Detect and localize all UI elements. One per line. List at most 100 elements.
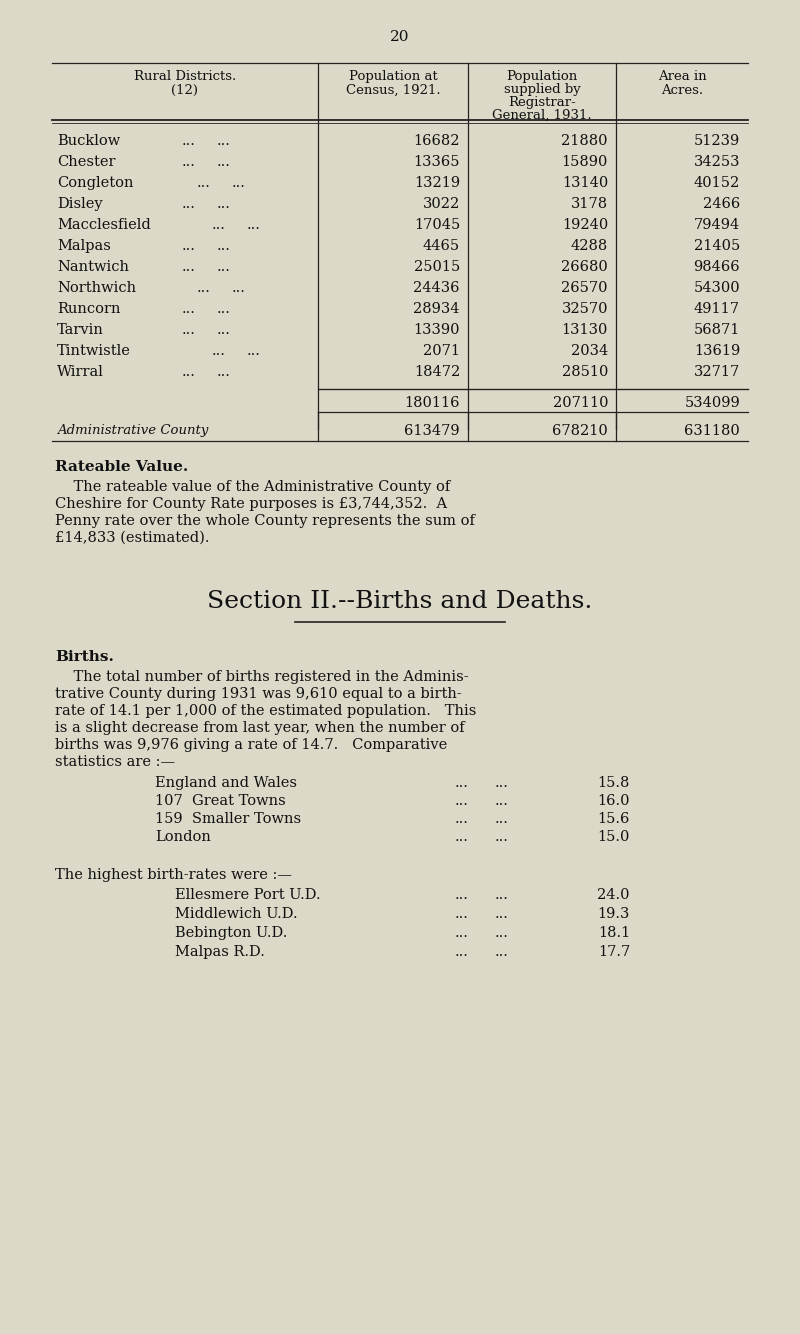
Text: Population at: Population at bbox=[349, 69, 438, 83]
Text: 28934: 28934 bbox=[414, 301, 460, 316]
Text: ...: ... bbox=[182, 133, 196, 148]
Text: 631180: 631180 bbox=[684, 424, 740, 438]
Text: Registrar-: Registrar- bbox=[508, 96, 576, 109]
Text: Births.: Births. bbox=[55, 650, 114, 664]
Text: 13130: 13130 bbox=[562, 323, 608, 338]
Text: ...: ... bbox=[455, 830, 469, 844]
Text: statistics are :—: statistics are :— bbox=[55, 755, 175, 768]
Text: The highest birth-rates were :—: The highest birth-rates were :— bbox=[55, 868, 292, 882]
Text: 2466: 2466 bbox=[702, 197, 740, 211]
Text: Penny rate over the whole County represents the sum of: Penny rate over the whole County represe… bbox=[55, 514, 475, 528]
Text: ...: ... bbox=[455, 812, 469, 826]
Text: rate of 14.1 per 1,000 of the estimated population.   This: rate of 14.1 per 1,000 of the estimated … bbox=[55, 704, 476, 718]
Text: ...: ... bbox=[182, 239, 196, 253]
Text: Area in: Area in bbox=[658, 69, 706, 83]
Text: births was 9,976 giving a rate of 14.7.   Comparative: births was 9,976 giving a rate of 14.7. … bbox=[55, 738, 447, 752]
Text: ...: ... bbox=[182, 197, 196, 211]
Text: England and Wales: England and Wales bbox=[155, 776, 297, 790]
Text: supplied by: supplied by bbox=[504, 83, 580, 96]
Text: 4288: 4288 bbox=[570, 239, 608, 253]
Text: ...: ... bbox=[232, 281, 246, 295]
Text: 24.0: 24.0 bbox=[598, 888, 630, 902]
Text: Northwich: Northwich bbox=[57, 281, 136, 295]
Text: 54300: 54300 bbox=[694, 281, 740, 295]
Text: 15.8: 15.8 bbox=[598, 776, 630, 790]
Text: 56871: 56871 bbox=[694, 323, 740, 338]
Text: 49117: 49117 bbox=[694, 301, 740, 316]
Text: Cheshire for County Rate purposes is £3,744,352.  A: Cheshire for County Rate purposes is £3,… bbox=[55, 498, 447, 511]
Text: 51239: 51239 bbox=[694, 133, 740, 148]
Text: ...: ... bbox=[217, 197, 231, 211]
Text: 678210: 678210 bbox=[552, 424, 608, 438]
Text: ...: ... bbox=[212, 344, 226, 358]
Text: Chester: Chester bbox=[57, 155, 115, 169]
Text: Congleton: Congleton bbox=[57, 176, 134, 189]
Text: trative County during 1931 was 9,610 equal to a birth-: trative County during 1931 was 9,610 equ… bbox=[55, 687, 462, 700]
Text: 13390: 13390 bbox=[414, 323, 460, 338]
Text: 21405: 21405 bbox=[694, 239, 740, 253]
Text: General, 1931.: General, 1931. bbox=[492, 109, 592, 121]
Text: 40152: 40152 bbox=[694, 176, 740, 189]
Text: Bebington U.D.: Bebington U.D. bbox=[175, 926, 287, 940]
Text: ...: ... bbox=[455, 926, 469, 940]
Text: 13619: 13619 bbox=[694, 344, 740, 358]
Text: London: London bbox=[155, 830, 211, 844]
Text: Rural Districts.: Rural Districts. bbox=[134, 69, 236, 83]
Text: 32717: 32717 bbox=[694, 366, 740, 379]
Text: 20: 20 bbox=[390, 29, 410, 44]
Text: 613479: 613479 bbox=[404, 424, 460, 438]
Text: ...: ... bbox=[495, 776, 509, 790]
Text: The total number of births registered in the Adminis-: The total number of births registered in… bbox=[55, 670, 469, 684]
Text: 25015: 25015 bbox=[414, 260, 460, 273]
Text: 26570: 26570 bbox=[562, 281, 608, 295]
Text: ...: ... bbox=[182, 155, 196, 169]
Text: 534099: 534099 bbox=[684, 396, 740, 410]
Text: ...: ... bbox=[212, 217, 226, 232]
Text: Administrative County: Administrative County bbox=[57, 424, 208, 438]
Text: 3022: 3022 bbox=[422, 197, 460, 211]
Text: (12): (12) bbox=[171, 84, 198, 97]
Text: 15890: 15890 bbox=[562, 155, 608, 169]
Text: ...: ... bbox=[217, 301, 231, 316]
Text: ...: ... bbox=[455, 888, 469, 902]
Text: ...: ... bbox=[182, 260, 196, 273]
Text: 4465: 4465 bbox=[423, 239, 460, 253]
Text: 21880: 21880 bbox=[562, 133, 608, 148]
Text: 17.7: 17.7 bbox=[598, 944, 630, 959]
Text: Middlewich U.D.: Middlewich U.D. bbox=[175, 907, 298, 920]
Text: 180116: 180116 bbox=[405, 396, 460, 410]
Text: ...: ... bbox=[455, 907, 469, 920]
Text: 107  Great Towns: 107 Great Towns bbox=[155, 794, 286, 808]
Text: ...: ... bbox=[217, 155, 231, 169]
Text: ...: ... bbox=[495, 812, 509, 826]
Text: 13365: 13365 bbox=[414, 155, 460, 169]
Text: 32570: 32570 bbox=[562, 301, 608, 316]
Text: ...: ... bbox=[495, 907, 509, 920]
Text: 15.6: 15.6 bbox=[598, 812, 630, 826]
Text: 16682: 16682 bbox=[414, 133, 460, 148]
Text: Ellesmere Port U.D.: Ellesmere Port U.D. bbox=[175, 888, 321, 902]
Text: 34253: 34253 bbox=[694, 155, 740, 169]
Text: 18472: 18472 bbox=[414, 366, 460, 379]
Text: 19.3: 19.3 bbox=[598, 907, 630, 920]
Text: 19240: 19240 bbox=[562, 217, 608, 232]
Text: Nantwich: Nantwich bbox=[57, 260, 129, 273]
Text: ...: ... bbox=[232, 176, 246, 189]
Text: 15.0: 15.0 bbox=[598, 830, 630, 844]
Text: Population: Population bbox=[506, 69, 578, 83]
Text: 2071: 2071 bbox=[423, 344, 460, 358]
Text: ...: ... bbox=[182, 301, 196, 316]
Text: 207110: 207110 bbox=[553, 396, 608, 410]
Text: Acres.: Acres. bbox=[661, 84, 703, 97]
Text: 26680: 26680 bbox=[562, 260, 608, 273]
Text: Malpas: Malpas bbox=[57, 239, 111, 253]
Text: Census, 1921.: Census, 1921. bbox=[346, 84, 440, 97]
Text: ...: ... bbox=[495, 888, 509, 902]
Text: 3178: 3178 bbox=[571, 197, 608, 211]
Text: is a slight decrease from last year, when the number of: is a slight decrease from last year, whe… bbox=[55, 720, 465, 735]
Text: 159  Smaller Towns: 159 Smaller Towns bbox=[155, 812, 301, 826]
Text: Section II.--Births and Deaths.: Section II.--Births and Deaths. bbox=[207, 590, 593, 614]
Text: ...: ... bbox=[455, 776, 469, 790]
Text: ...: ... bbox=[217, 366, 231, 379]
Text: ...: ... bbox=[217, 133, 231, 148]
